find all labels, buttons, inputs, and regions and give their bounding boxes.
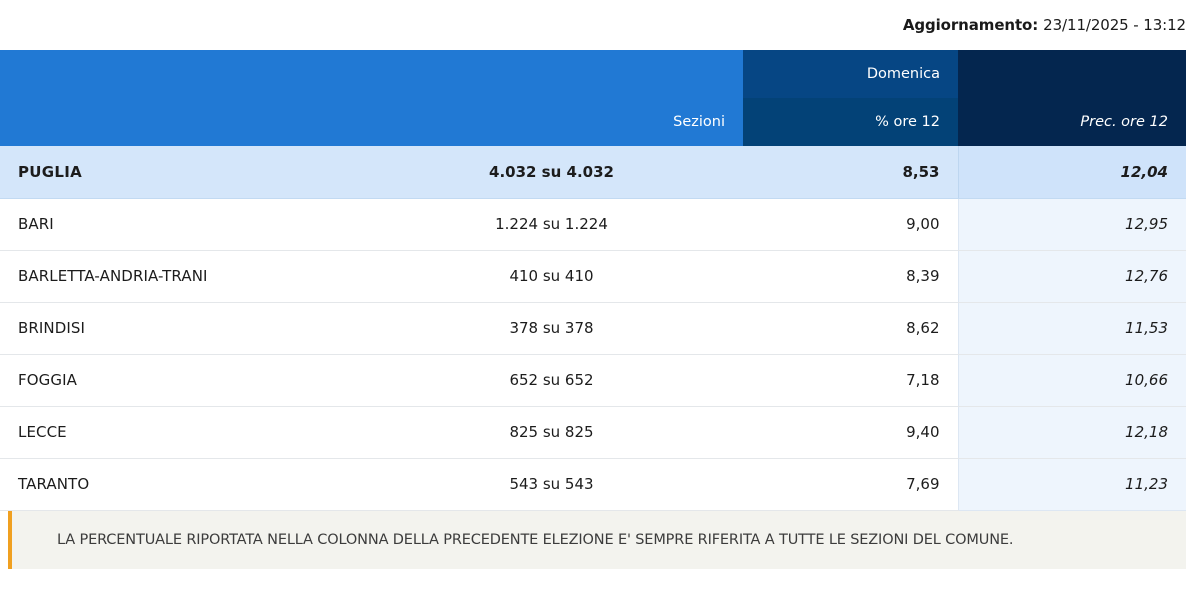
table-row[interactable]: BARI 1.224 su 1.224 9,00 12,95: [0, 198, 1186, 251]
cell-sezioni: 4.032 su 4.032: [360, 146, 743, 199]
table-row[interactable]: FOGGIA 652 su 652 7,18 10,66: [0, 354, 1186, 407]
cell-area-name: BRINDISI: [0, 302, 360, 355]
cell-previous-percent: 12,04: [957, 146, 1186, 199]
header-group-domenica: Domenica: [743, 50, 958, 98]
cell-percent: 9,40: [743, 406, 958, 459]
cell-previous-percent: 12,18: [957, 406, 1186, 459]
header-blank-top-left: [0, 50, 360, 98]
cell-area-name: FOGGIA: [0, 354, 360, 407]
cell-sezioni: 652 su 652: [360, 354, 743, 407]
table-header: Domenica Sezioni % ore 12 Prec. ore 12: [0, 50, 1186, 146]
header-col-name: [0, 98, 360, 146]
cell-area-name: BARI: [0, 198, 360, 251]
header-col-sezioni: Sezioni: [360, 98, 743, 146]
cell-previous-percent: 11,53: [957, 302, 1186, 355]
cell-previous-percent: 12,76: [957, 250, 1186, 303]
cell-previous-percent: 12,95: [957, 198, 1186, 251]
cell-area-name: TARANTO: [0, 458, 360, 511]
footnote-text: LA PERCENTUALE RIPORTATA NELLA COLONNA D…: [57, 531, 1014, 548]
cell-sezioni: 1.224 su 1.224: [360, 198, 743, 251]
table-row[interactable]: BARLETTA-ANDRIA-TRANI 410 su 410 8,39 12…: [0, 250, 1186, 303]
cell-sezioni: 543 su 543: [360, 458, 743, 511]
table-row-total[interactable]: PUGLIA 4.032 su 4.032 8,53 12,04: [0, 146, 1186, 199]
table-row[interactable]: BRINDISI 378 su 378 8,62 11,53: [0, 302, 1186, 355]
cell-area-name: BARLETTA-ANDRIA-TRANI: [0, 250, 360, 303]
footnote-panel: LA PERCENTUALE RIPORTATA NELLA COLONNA D…: [8, 510, 1186, 569]
table-header-row-columns: Sezioni % ore 12 Prec. ore 12: [0, 98, 1186, 146]
cell-sezioni: 410 su 410: [360, 250, 743, 303]
cell-previous-percent: 11,23: [957, 458, 1186, 511]
cell-percent: 7,69: [743, 458, 958, 511]
cell-area-name: LECCE: [0, 406, 360, 459]
cell-percent: 8,62: [743, 302, 958, 355]
last-update-value: 23/11/2025 - 13:12: [1043, 16, 1186, 34]
cell-percent: 8,53: [743, 146, 958, 199]
cell-sezioni: 378 su 378: [360, 302, 743, 355]
cell-area-name: PUGLIA: [0, 146, 360, 199]
cell-percent: 7,18: [743, 354, 958, 407]
header-col-percent-ore-12: % ore 12: [743, 98, 958, 146]
cell-sezioni: 825 su 825: [360, 406, 743, 459]
header-blank-top-left-2: [360, 50, 743, 98]
last-update-label: Aggiornamento:: [902, 16, 1039, 34]
cell-previous-percent: 10,66: [957, 354, 1186, 407]
table-body: PUGLIA 4.032 su 4.032 8,53 12,04 BARI 1.…: [0, 146, 1186, 511]
header-blank-top-right: [958, 50, 1186, 98]
election-results-table: Domenica Sezioni % ore 12 Prec. ore 12 P…: [0, 50, 1186, 511]
cell-percent: 8,39: [743, 250, 958, 303]
header-col-prec-ore-12: Prec. ore 12: [958, 98, 1186, 146]
last-update-bar: Aggiornamento: 23/11/2025 - 13:12: [0, 0, 1194, 50]
cell-percent: 9,00: [743, 198, 958, 251]
table-row[interactable]: TARANTO 543 su 543 7,69 11,23: [0, 458, 1186, 511]
table-row[interactable]: LECCE 825 su 825 9,40 12,18: [0, 406, 1186, 459]
table-header-row-group: Domenica: [0, 50, 1186, 98]
